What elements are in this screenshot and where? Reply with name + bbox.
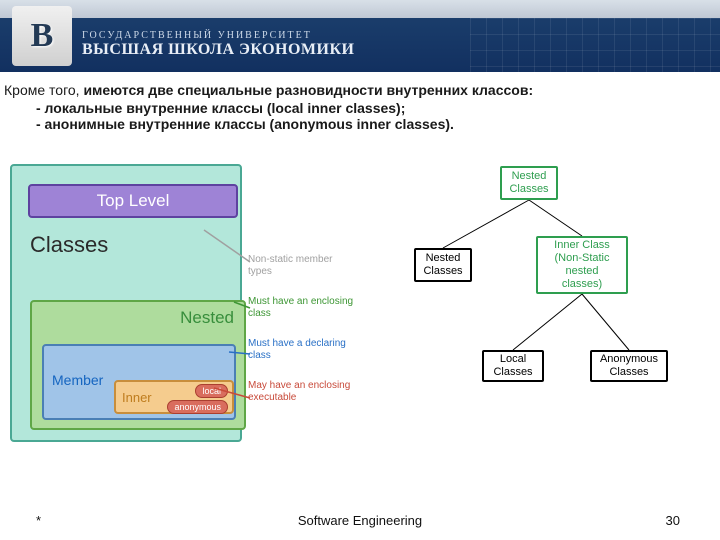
- annotation-enclosing: Must have an enclosing class: [248, 296, 356, 320]
- outer-classes-box: Top Level Classes Nested Member Inner lo…: [10, 164, 242, 442]
- tree-node-inner: Inner Class (Non-Static nested classes): [536, 236, 628, 294]
- annotation-nonstatic: Non-static member types: [248, 254, 356, 278]
- header-title: ВЫСШАЯ ШКОЛА ЭКОНОМИКИ: [82, 41, 355, 59]
- anonymous-pill: anonymous: [167, 400, 228, 414]
- pill-wrap: local anonymous: [167, 384, 228, 414]
- inner-box: Inner local anonymous: [114, 380, 234, 414]
- bullet-anonymous: - анонимные внутренние классы (anonymous…: [4, 116, 712, 132]
- footer-left: *: [36, 513, 41, 528]
- tree-node-local: Local Classes: [482, 350, 544, 382]
- local-pill: local: [195, 384, 228, 398]
- header-grid-decoration: [470, 18, 720, 72]
- lead-plain: Кроме того,: [4, 82, 83, 98]
- intro-text: Кроме того, имеются две специальные разн…: [0, 72, 720, 132]
- member-label: Member: [52, 372, 103, 388]
- nested-label: Nested: [180, 308, 234, 328]
- tree-node-root: Nested Classes: [500, 166, 558, 200]
- logo-letter: B: [31, 17, 54, 55]
- annotation-executable: May have an enclosing executable: [248, 380, 356, 404]
- annotation-declaring: Must have a declaring class: [248, 338, 356, 362]
- tree-diagram: Nested Classes Nested Classes Inner Class …: [354, 160, 720, 460]
- university-logo: B: [12, 6, 72, 66]
- top-level-box: Top Level: [28, 184, 238, 218]
- header-text-block: ГОСУДАРСТВЕННЫЙ УНИВЕРСИТЕТ ВЫСШАЯ ШКОЛА…: [82, 14, 355, 59]
- member-box: Member Inner local anonymous: [42, 344, 236, 420]
- tree-node-anon: Anonymous Classes: [590, 350, 668, 382]
- tree-edges: [354, 160, 714, 460]
- classes-label: Classes: [30, 232, 108, 258]
- bullet-local: - локальные внутренние классы (local inn…: [4, 100, 712, 116]
- footer-right: 30: [666, 513, 680, 528]
- header-subtitle: ГОСУДАРСТВЕННЫЙ УНИВЕРСИТЕТ: [82, 30, 355, 41]
- top-level-label: Top Level: [97, 191, 170, 211]
- nested-boxes-diagram: Top Level Classes Nested Member Inner lo…: [4, 160, 354, 460]
- header-banner: B ГОСУДАРСТВЕННЫЙ УНИВЕРСИТЕТ ВЫСШАЯ ШКО…: [0, 0, 720, 72]
- lead-bold: имеются две специальные разновидности вн…: [83, 82, 533, 98]
- diagram-row: Top Level Classes Nested Member Inner lo…: [0, 160, 720, 460]
- footer-center: Software Engineering: [298, 513, 422, 528]
- inner-label: Inner: [122, 390, 152, 405]
- slide-footer: * Software Engineering 30: [0, 513, 720, 528]
- tree-node-nested2: Nested Classes: [414, 248, 472, 282]
- nested-box: Nested Member Inner local anonymous: [30, 300, 246, 430]
- annotation-column: Non-static member types Must have an enc…: [248, 254, 356, 422]
